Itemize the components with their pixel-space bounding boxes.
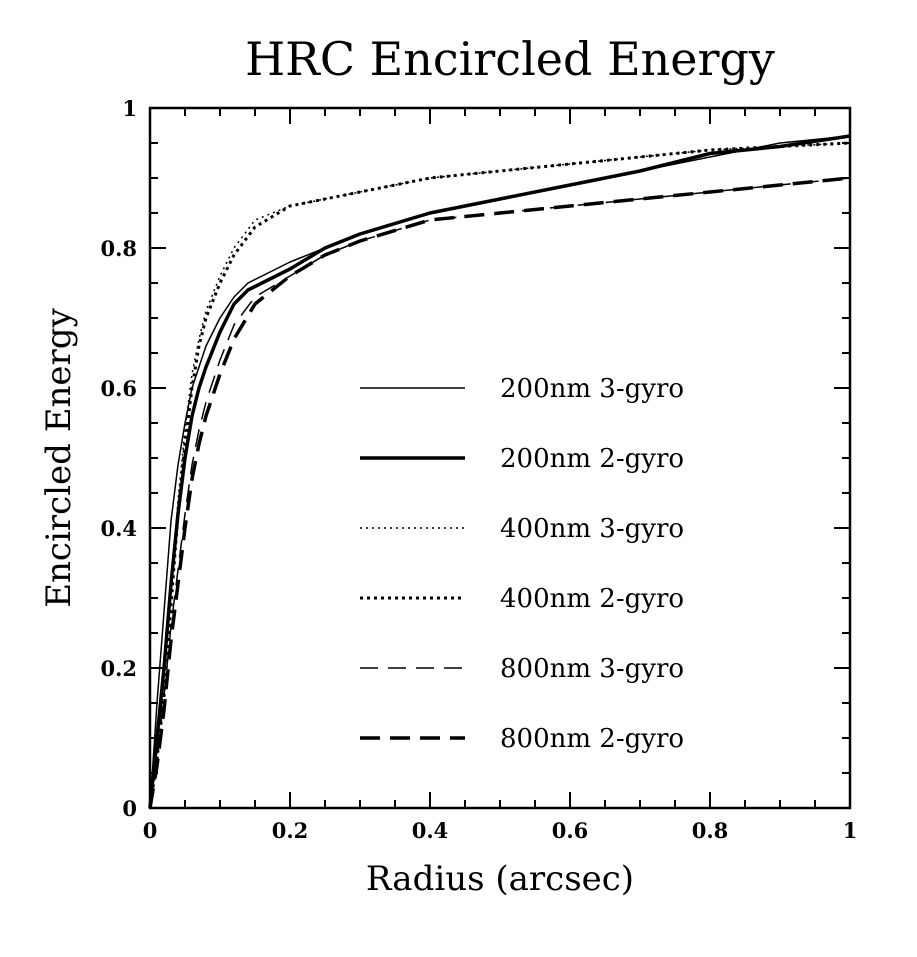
x-tick-label: 0.6 — [552, 818, 589, 843]
legend-label: 800nm 2-gyro — [500, 724, 684, 754]
legend-label: 200nm 3-gyro — [500, 374, 684, 404]
y-tick-label: 0 — [122, 796, 137, 821]
series-line-3 — [149, 142, 851, 809]
series-line-4 — [148, 141, 851, 809]
y-axis-label: Encircled Energy — [39, 307, 79, 607]
x-tick-label: 1 — [843, 818, 858, 843]
series-line-5 — [149, 177, 851, 809]
x-tick-label: 0.8 — [692, 818, 729, 843]
legend-label: 400nm 2-gyro — [500, 584, 684, 614]
series-line-6 — [148, 176, 851, 809]
x-axis-label: Radius (arcsec) — [366, 859, 634, 899]
y-tick-label: 1 — [122, 96, 137, 121]
y-tick-label: 0.4 — [100, 516, 137, 541]
x-tick-label: 0.4 — [412, 818, 449, 843]
series-layer — [148, 134, 851, 809]
legend: 200nm 3-gyro 200nm 2-gyro 400nm 3-gyro 400n… — [360, 374, 684, 754]
plot-frame — [148, 106, 852, 810]
legend-label: 200nm 2-gyro — [500, 444, 684, 474]
y-tick-label: 0.6 — [100, 376, 137, 401]
x-tick-label: 0 — [143, 818, 158, 843]
x-tick-label: 0.2 — [272, 818, 309, 843]
tick-labels: 0 0.2 0.4 0.6 0.8 1 0 0.2 0.4 0.6 0.8 1 — [100, 96, 857, 843]
legend-label: 800nm 3-gyro — [500, 654, 684, 684]
y-tick-label: 0.2 — [100, 656, 137, 681]
y-tick-label: 0.8 — [100, 236, 137, 261]
legend-label: 400nm 3-gyro — [500, 514, 684, 544]
chart-title: HRC Encircled Energy — [245, 32, 775, 86]
